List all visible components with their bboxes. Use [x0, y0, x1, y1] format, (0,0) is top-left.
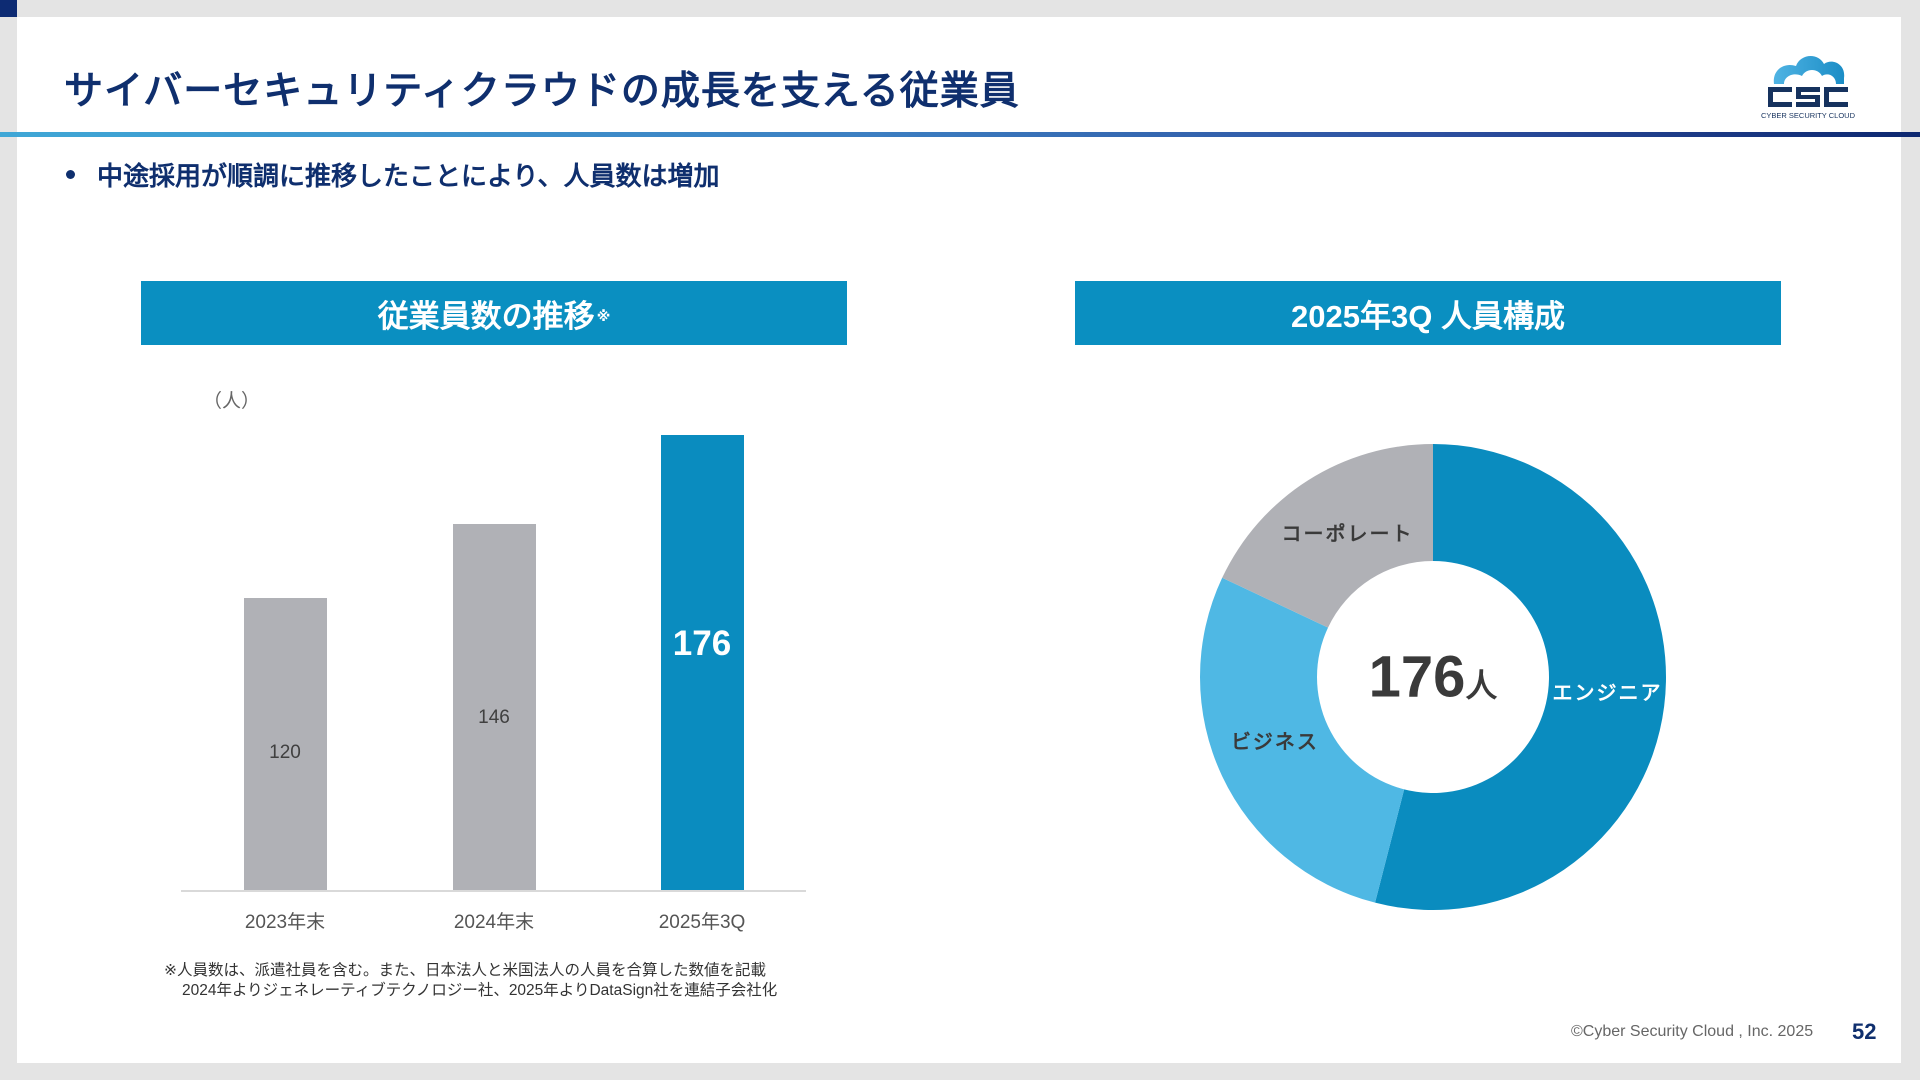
donut-total: 176人 [1369, 644, 1498, 711]
bar-1 [452, 524, 536, 890]
copyright: ©Cyber Security Cloud , Inc. 2025 [1571, 1023, 1814, 1040]
bar-0 [243, 597, 327, 890]
donut-slice-label: ビジネス [1230, 731, 1319, 754]
bullet-icon [66, 170, 75, 179]
cloud-icon: CYBER SECURITY CLOUD [1761, 55, 1856, 120]
donut-slice-2 [1222, 444, 1433, 628]
donut-slice-1 [1200, 577, 1405, 903]
x-tick-label: 2023年末 [244, 912, 326, 933]
corner-accent [0, 0, 17, 17]
footnote: ※人員数は、派遣社員を含む。また、日本法人と米国法人の人員を合算した数値を記載 … [164, 961, 777, 1001]
employee-trend-header: 従業員数の推移 ※ [141, 281, 847, 345]
footnote-line-2: 2024年よりジェネレーティブテクノロジー社、2025年よりDataSign社を… [182, 982, 778, 999]
donut-total-unit: 人 [1465, 667, 1498, 704]
composition-title: 2025年3Q 人員構成 [1291, 298, 1565, 334]
donut-slice-label: コーポレート [1281, 523, 1414, 546]
composition-header: 2025年3Q 人員構成 [1075, 281, 1781, 345]
bullet-item: 中途採用が順調に推移したことにより、人員数は増加 [64, 156, 719, 193]
logo-tagline: CYBER SECURITY CLOUD [1761, 111, 1856, 120]
company-logo: CYBER SECURITY CLOUD [1752, 44, 1862, 124]
composition-donut-chart [1200, 444, 1666, 910]
donut-slice-label: エンジニア [1552, 682, 1663, 705]
bar-value-label: 120 [269, 741, 301, 763]
x-axis-line [181, 890, 806, 892]
bar-value-label: 146 [478, 707, 510, 729]
bar-2 [660, 435, 744, 890]
page-number: 52 [1852, 1019, 1877, 1044]
donut-total-value: 176 [1368, 644, 1466, 710]
y-axis-unit: （人） [203, 391, 261, 412]
bullet-text: 中途採用が順調に推移したことにより、人員数は増加 [97, 161, 720, 191]
x-tick-label: 2025年3Q [658, 912, 746, 933]
x-tick-label: 2024年末 [453, 912, 535, 933]
employee-trend-title: 従業員数の推移 [377, 298, 595, 334]
bar-value-label: 176 [672, 624, 732, 664]
title-separator [0, 132, 1920, 137]
slide-title: サイバーセキュリティクラウドの成長を支える従業員 [64, 70, 1020, 113]
donut-slice-0 [1375, 444, 1666, 910]
footnote-line-1: ※人員数は、派遣社員を含む。また、日本法人と米国法人の人員を合算した数値を記載 [164, 962, 766, 979]
note-mark: ※ [596, 308, 611, 324]
